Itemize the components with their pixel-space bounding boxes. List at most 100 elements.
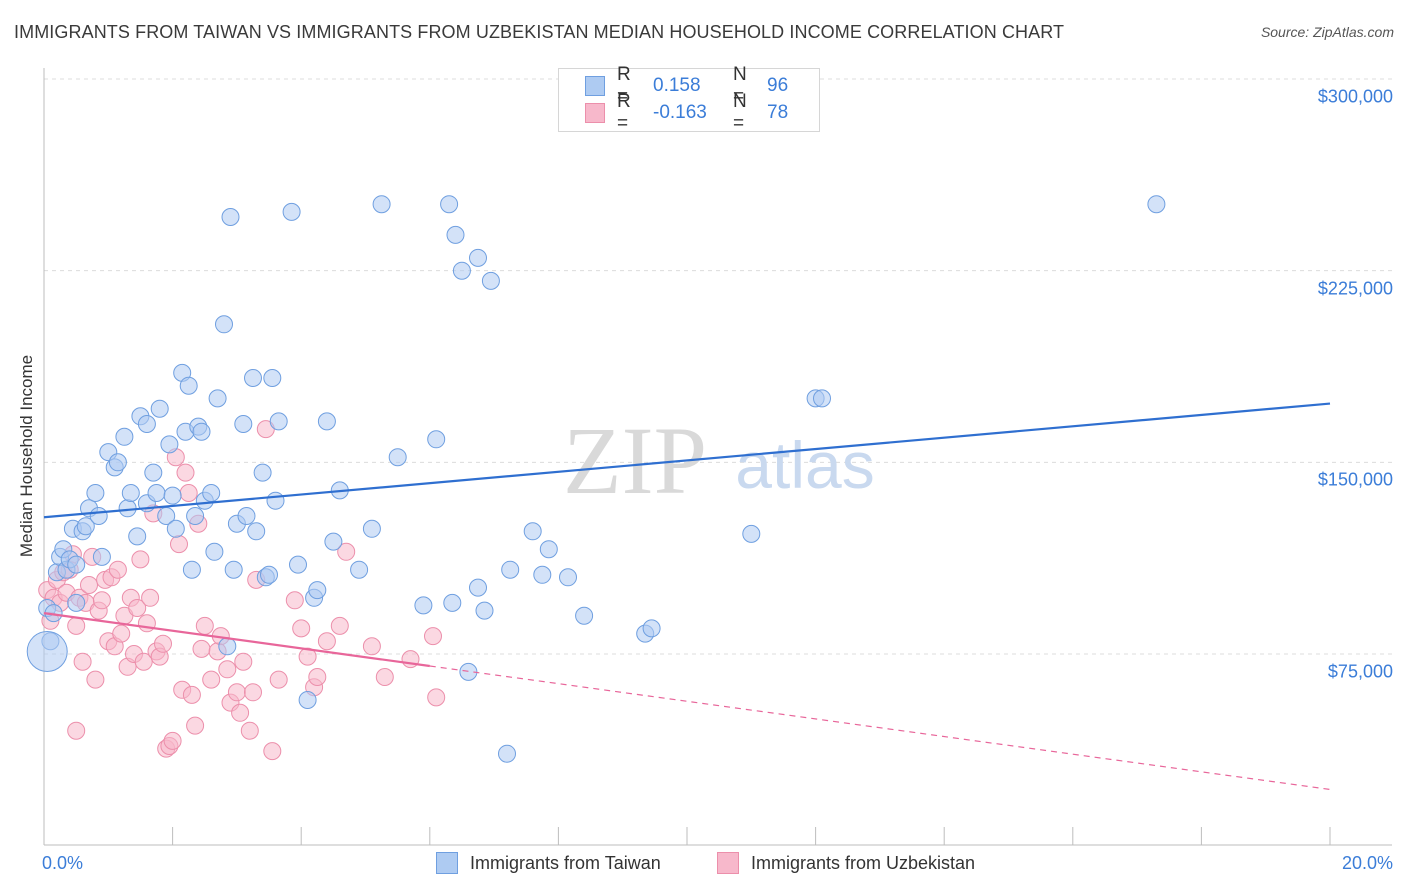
data-point [440,195,459,214]
data-point [80,576,98,594]
y-tick-label: $75,000 [1327,661,1393,682]
data-point [134,652,153,671]
x-tick-min: 0.0% [42,853,84,873]
legend-r-value: -0.163 [653,102,707,123]
data-point [317,632,336,651]
data-point [163,731,182,750]
data-point [92,591,111,610]
legend-row-taiwan: R = 0.158 N = 96 [585,64,788,107]
data-point [253,463,272,482]
data-point [179,376,198,395]
data-point [481,271,500,290]
data-point [182,560,201,579]
data-point [192,422,211,441]
data-point [73,652,92,671]
legend-n-label: N = [733,64,747,107]
data-point [240,721,259,740]
uzbekistan-legend-swatch [717,852,739,874]
legend-r-label: R = [617,91,631,134]
data-point [186,507,205,525]
data-point [128,599,147,617]
data-point [182,685,201,704]
data-point [559,568,577,587]
data-point [234,415,253,433]
watermark-atlas: atlas [735,428,874,502]
data-point [269,670,288,689]
data-point [224,560,243,579]
taiwan-legend-swatch [436,852,458,874]
data-point [237,507,256,525]
data-point [218,637,237,656]
y-tick-label: $225,000 [1317,278,1393,299]
data-point [263,369,282,387]
data-point [186,716,205,735]
taiwan-swatch [585,76,605,96]
data-point [501,560,520,579]
data-point [350,560,369,579]
taiwan-trend-line [43,402,1331,519]
data-point [227,683,246,702]
legend-n-label: N = [733,91,747,134]
data-point [154,634,172,653]
data-point [266,491,285,510]
data-point [218,660,237,679]
axes [43,68,1392,846]
grid-lines [44,78,1392,655]
data-point [76,517,95,536]
data-point [150,399,169,418]
data-point [414,596,433,615]
data-point [160,435,179,454]
data-point [215,315,233,334]
data-point [108,453,127,472]
data-point [244,369,262,387]
data-point [137,415,156,433]
data-point [86,670,105,689]
legend-r-label: R = [617,64,631,107]
data-point [388,448,407,467]
data-point [115,427,134,446]
data-point [67,555,86,574]
data-point [89,507,108,525]
data-point [427,430,446,449]
data-point [539,540,558,559]
data-point [424,627,442,646]
data-point [523,522,542,541]
data-point [170,535,188,554]
data-point [67,616,86,635]
source-label: Source: ZipAtlas.com [1260,24,1394,40]
data-point [179,484,198,502]
data-point [308,668,327,686]
data-point [427,688,446,707]
data-point [144,463,163,482]
data-point [141,588,160,607]
data-point [67,721,86,740]
data-point [742,524,761,543]
data-point [324,532,343,551]
data-point [362,519,381,538]
uzbekistan-trend-line [43,612,430,668]
data-point [372,195,391,214]
uzbekistan-points [38,420,446,761]
legend-n-value: 78 [767,102,789,123]
data-point [452,261,471,280]
trend-lines [43,402,1331,791]
y-tick-label: $300,000 [1317,86,1393,107]
data-point [469,578,487,597]
uzbekistan-legend-label: Immigrants from Uzbekistan [751,852,976,873]
data-point [317,412,336,431]
data-point [176,463,195,482]
data-point [163,486,182,505]
data-point [292,619,311,638]
data-point [813,389,831,408]
data-point [298,691,317,709]
data-point [1147,195,1166,214]
data-point [282,202,301,221]
data-point [192,639,211,658]
uzbekistan-swatch [585,103,605,123]
data-point [298,647,317,666]
data-point [147,484,166,502]
data-point [263,742,282,761]
data-point [221,208,240,226]
x-tick-max: 20.0% [1341,853,1393,873]
